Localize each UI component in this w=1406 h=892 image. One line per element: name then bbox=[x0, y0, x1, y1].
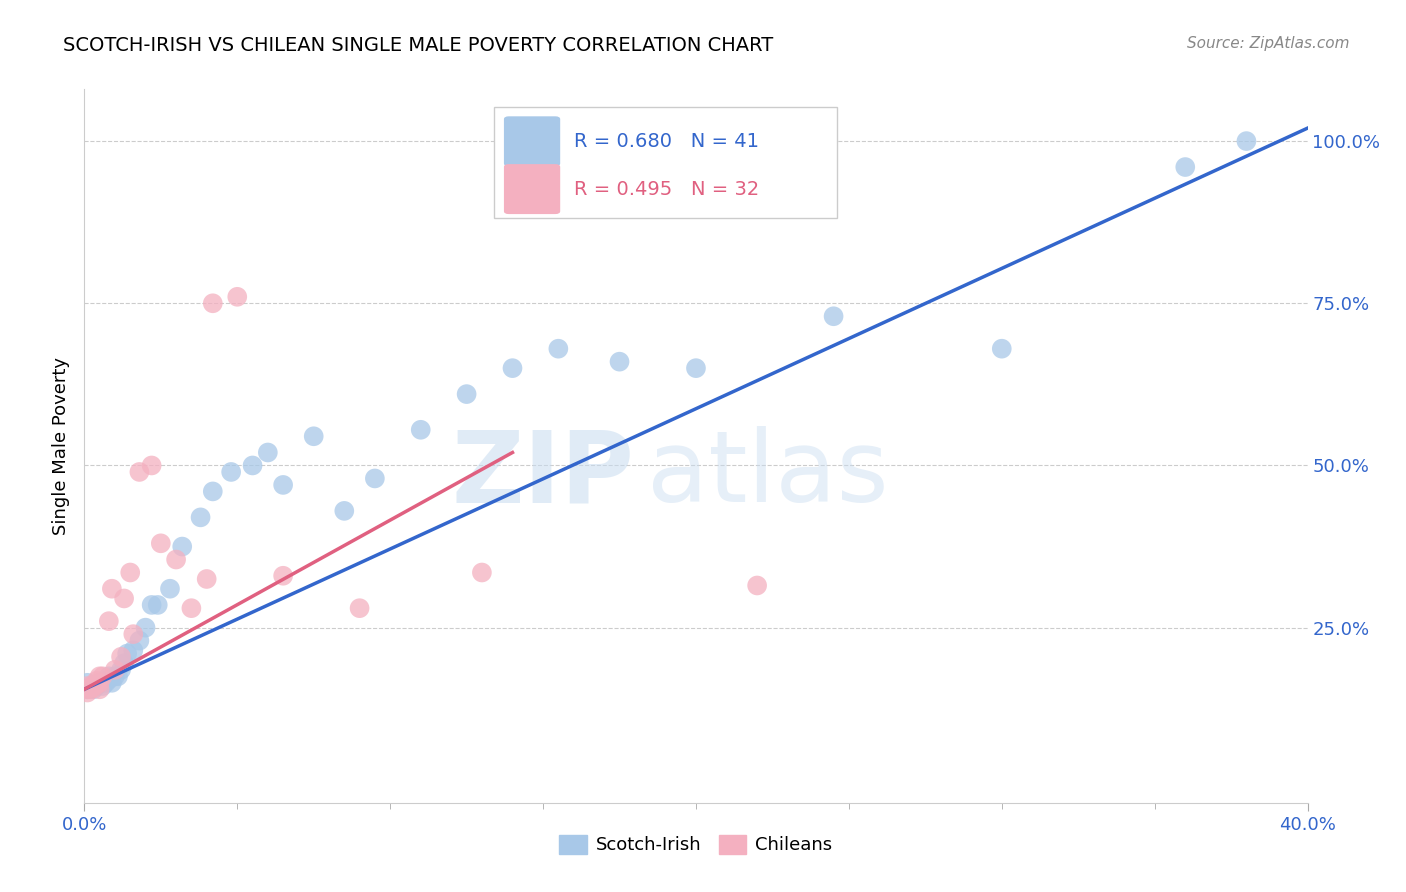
Point bbox=[547, 342, 569, 356]
Point bbox=[107, 669, 129, 683]
Point bbox=[349, 601, 371, 615]
Point bbox=[257, 445, 280, 459]
Point bbox=[89, 675, 111, 690]
Point bbox=[76, 682, 98, 697]
Point bbox=[89, 682, 111, 697]
Point bbox=[79, 682, 101, 697]
Point bbox=[201, 296, 224, 310]
Point bbox=[122, 627, 145, 641]
Point bbox=[271, 568, 294, 582]
Point bbox=[101, 675, 124, 690]
Point bbox=[609, 354, 631, 368]
Text: R = 0.680   N = 41: R = 0.680 N = 41 bbox=[574, 132, 759, 151]
Point bbox=[141, 458, 163, 473]
Point bbox=[91, 679, 114, 693]
Point bbox=[271, 478, 294, 492]
Point bbox=[83, 678, 105, 692]
Point bbox=[471, 566, 494, 580]
Point bbox=[110, 649, 132, 664]
Point bbox=[135, 621, 157, 635]
Point bbox=[86, 679, 108, 693]
Point bbox=[97, 673, 120, 687]
Point bbox=[115, 647, 138, 661]
Point bbox=[409, 423, 432, 437]
Point bbox=[94, 675, 117, 690]
Point bbox=[120, 566, 142, 580]
Point bbox=[128, 633, 150, 648]
Legend: Scotch-Irish, Chileans: Scotch-Irish, Chileans bbox=[553, 828, 839, 862]
Point bbox=[991, 342, 1014, 356]
Point bbox=[747, 578, 769, 592]
Point bbox=[195, 572, 218, 586]
Point bbox=[104, 663, 127, 677]
Text: ZIP: ZIP bbox=[451, 426, 636, 523]
Point bbox=[159, 582, 181, 596]
Point bbox=[1236, 134, 1258, 148]
FancyBboxPatch shape bbox=[494, 107, 837, 218]
Point bbox=[104, 669, 127, 683]
Point bbox=[89, 669, 111, 683]
Point bbox=[172, 540, 194, 554]
Point bbox=[91, 669, 114, 683]
FancyBboxPatch shape bbox=[503, 116, 560, 166]
Point bbox=[190, 510, 212, 524]
Point bbox=[141, 598, 163, 612]
Point bbox=[146, 598, 169, 612]
Point bbox=[86, 673, 108, 688]
Point bbox=[823, 310, 845, 324]
Point bbox=[333, 504, 356, 518]
Point bbox=[101, 582, 124, 596]
Point bbox=[112, 591, 135, 606]
Point bbox=[1174, 160, 1197, 174]
Point bbox=[128, 465, 150, 479]
Point bbox=[165, 552, 187, 566]
Y-axis label: Single Male Poverty: Single Male Poverty bbox=[52, 357, 70, 535]
Text: R = 0.495   N = 32: R = 0.495 N = 32 bbox=[574, 179, 759, 199]
Point bbox=[76, 675, 98, 690]
Point bbox=[83, 682, 105, 697]
FancyBboxPatch shape bbox=[503, 164, 560, 214]
Point bbox=[110, 663, 132, 677]
Point bbox=[112, 657, 135, 671]
Point bbox=[76, 685, 98, 699]
Point bbox=[86, 678, 108, 692]
Text: SCOTCH-IRISH VS CHILEAN SINGLE MALE POVERTY CORRELATION CHART: SCOTCH-IRISH VS CHILEAN SINGLE MALE POVE… bbox=[63, 36, 773, 54]
Point bbox=[149, 536, 172, 550]
Point bbox=[685, 361, 707, 376]
Point bbox=[226, 290, 249, 304]
Point bbox=[79, 681, 101, 695]
Point bbox=[180, 601, 202, 615]
Point bbox=[76, 679, 98, 693]
Point bbox=[122, 643, 145, 657]
Point bbox=[364, 471, 387, 485]
Text: Source: ZipAtlas.com: Source: ZipAtlas.com bbox=[1187, 36, 1350, 51]
Point bbox=[242, 458, 264, 473]
Point bbox=[502, 361, 524, 376]
Point bbox=[97, 614, 120, 628]
Point bbox=[83, 681, 105, 695]
Point bbox=[302, 429, 325, 443]
Point bbox=[456, 387, 478, 401]
Point bbox=[97, 669, 120, 683]
Point bbox=[76, 682, 98, 697]
Point bbox=[89, 675, 111, 690]
Point bbox=[201, 484, 224, 499]
Text: atlas: atlas bbox=[647, 426, 889, 523]
Point bbox=[219, 465, 242, 479]
